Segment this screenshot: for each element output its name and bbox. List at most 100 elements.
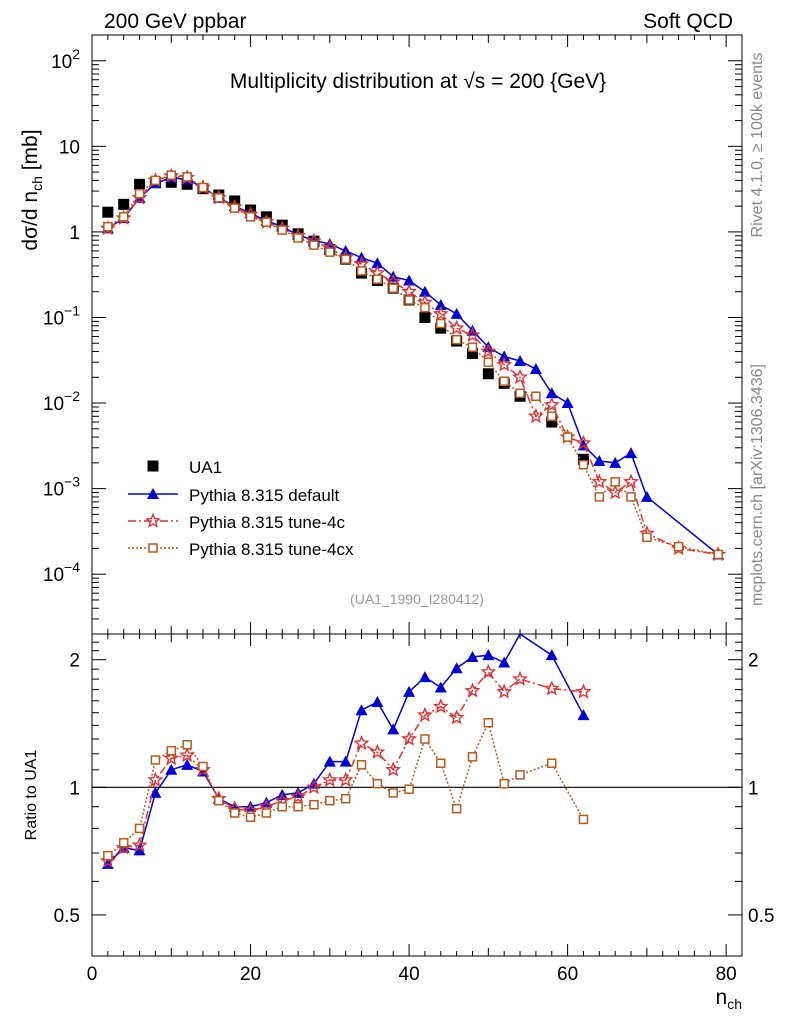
ratio-point <box>388 788 398 798</box>
main-point <box>483 357 494 367</box>
main-point <box>673 541 684 552</box>
ratio-point <box>577 709 590 721</box>
ratio-point <box>482 649 495 661</box>
main-series <box>99 167 727 562</box>
main-point <box>591 473 608 489</box>
ratio-point <box>416 706 433 722</box>
ratio-point <box>466 650 479 662</box>
ratio-point <box>198 761 208 772</box>
ratio-point <box>134 823 145 834</box>
ratio-point <box>339 755 352 767</box>
main-point <box>626 492 636 502</box>
main-point <box>182 172 192 182</box>
main-point <box>561 397 574 409</box>
ratio-point <box>371 695 384 707</box>
ratio-series <box>99 632 592 869</box>
main-point <box>134 188 145 199</box>
ratio-point <box>483 718 494 728</box>
legend-label: Pythia 8.315 default <box>189 486 340 505</box>
main-point <box>450 307 463 319</box>
ratio-point <box>103 850 113 861</box>
ratio-point <box>356 760 367 770</box>
main-point <box>404 295 414 305</box>
main-point <box>103 221 113 232</box>
ratio-point <box>543 680 560 696</box>
ratio-point <box>321 771 338 787</box>
main-point <box>527 407 544 424</box>
y-tick-label: 10−3 <box>43 474 80 501</box>
ratio-point <box>387 723 400 735</box>
main-point <box>166 170 177 180</box>
x-axis-label: nch <box>716 986 742 1012</box>
ratio-point <box>401 730 418 746</box>
ratio-point <box>420 734 430 744</box>
ratio-point <box>480 663 497 679</box>
ratio-point <box>545 649 558 661</box>
main-point <box>261 217 272 227</box>
ratio-point <box>133 844 146 856</box>
ratio-point <box>464 682 481 698</box>
main-point <box>610 477 620 487</box>
main-point <box>372 274 383 284</box>
legend-label: Pythia 8.315 tune-4c <box>189 513 345 532</box>
ratio-point <box>131 837 148 852</box>
main-point <box>593 455 606 467</box>
main-point <box>545 387 558 399</box>
ratio-point <box>293 801 303 812</box>
main-point <box>499 376 509 386</box>
ratio-point <box>181 758 194 770</box>
ratio-point <box>450 662 463 674</box>
ratio-point <box>325 795 335 806</box>
y-tick-label: 1 <box>69 778 80 799</box>
main-point <box>277 225 287 235</box>
ratio-point <box>515 770 525 780</box>
y-tick-label: 10−4 <box>43 559 80 586</box>
main-point <box>496 356 513 372</box>
main-point <box>623 473 639 489</box>
main-point <box>451 334 462 345</box>
ratio-point <box>403 685 416 697</box>
x-tick-label: 80 <box>716 964 737 985</box>
ratio-point <box>166 745 177 756</box>
main-point <box>340 254 351 264</box>
y-tick-label: 0.5 <box>54 906 80 927</box>
main-point <box>594 492 605 502</box>
main-point <box>418 285 431 297</box>
main-point <box>482 368 494 380</box>
ratio-frame <box>91 633 743 957</box>
main-point <box>371 257 384 269</box>
main-point <box>480 343 497 359</box>
ratio-point <box>355 704 368 716</box>
ratio-point <box>245 812 256 822</box>
ratio-point <box>261 808 272 818</box>
main-point <box>577 453 589 465</box>
main-y-axis-label: dσ/d nch [mb] <box>19 129 45 250</box>
ratio-point <box>436 758 446 768</box>
ratio-point <box>337 771 354 787</box>
ratio-series-line <box>107 720 585 857</box>
header-left-label: 200 GeV ppbar <box>104 10 246 33</box>
ratio-point <box>340 793 351 804</box>
main-point <box>609 456 622 468</box>
ratio-point <box>179 746 196 763</box>
main-point <box>448 319 465 335</box>
main-point <box>245 212 256 222</box>
ratio-point <box>165 763 178 775</box>
ratio-point <box>150 755 161 765</box>
main-point <box>640 490 653 502</box>
ratio-y-axis-label: Ratio to UA1 <box>23 750 40 841</box>
main-point <box>401 283 418 299</box>
ratio-point <box>369 743 386 759</box>
ratio-point <box>448 709 465 725</box>
main-point <box>436 318 446 329</box>
y-tick-label-right: 0.5 <box>748 906 774 927</box>
x-tick-label: 40 <box>399 964 420 985</box>
main-point <box>512 369 528 384</box>
ratio-point <box>496 683 513 699</box>
legend-marker <box>147 488 159 499</box>
main-point <box>419 311 431 323</box>
y-tick-label: 2 <box>69 651 80 672</box>
main-point <box>642 532 652 543</box>
ratio-point <box>277 801 287 812</box>
